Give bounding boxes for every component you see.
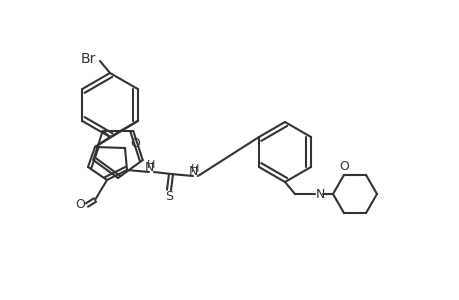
Text: S: S [165, 190, 173, 203]
Text: H: H [146, 160, 155, 170]
Text: N: N [144, 160, 153, 173]
Text: O: O [75, 199, 85, 212]
Text: H: H [190, 164, 199, 174]
Text: N: N [314, 188, 324, 200]
Text: O: O [130, 136, 140, 149]
Text: N: N [188, 164, 197, 178]
Text: Br: Br [80, 52, 95, 66]
Text: O: O [338, 160, 348, 173]
